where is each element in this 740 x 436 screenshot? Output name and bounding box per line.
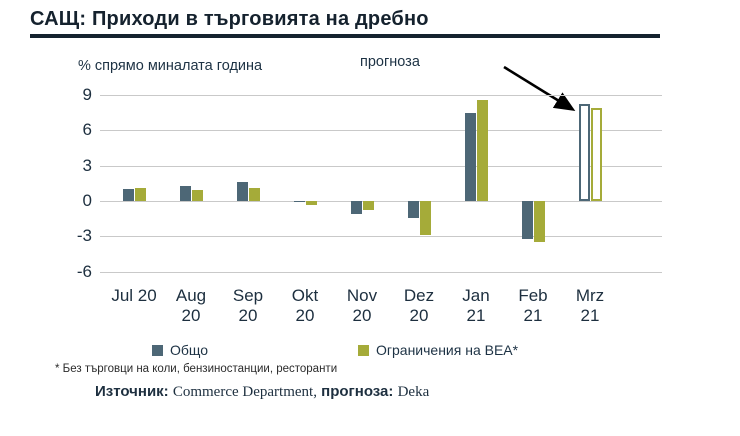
y-axis-tick-label: 6 [82,120,92,140]
bar-total [236,182,248,201]
legend-swatch-bea [358,344,369,356]
legend-label-bea: Ограничения на BEA* [376,342,519,358]
x-axis-category-label: Sep 20 [232,286,264,326]
source-forecast-value: Deka [397,384,430,400]
x-axis-category-label: Aug 20 [175,286,207,326]
bar-total [407,201,419,218]
footnote: * Без търговци на коли, бензиностанции, … [55,363,338,375]
x-axis-category-label: Jan 21 [462,286,490,326]
title-underline [30,34,660,38]
bar-total [521,201,533,239]
y-axis-tick-label: 0 [82,191,92,210]
bar-bea [191,190,203,201]
bar-total [350,201,362,214]
gridline [100,165,662,167]
bar-bea [305,201,317,205]
source-value: Commerce Department, [172,384,317,400]
source-label: Източник: [95,383,169,400]
x-axis-category-label: Jul 20 [111,286,157,305]
bar-total [464,112,476,201]
source-forecast-label: прогноза: [321,383,394,400]
forecast-arrow-icon [503,65,576,112]
bar-total [122,189,134,201]
bar-total [293,201,305,203]
forecast-annotation: прогноза [360,54,420,70]
x-axis-category-label: Dez 20 [403,286,435,326]
legend-item-bea: Ограничения на BEA* [358,342,518,358]
gridline [100,271,662,273]
bar-bea [419,201,431,236]
source-line: Източник: Commerce Department, прогноза:… [95,383,429,401]
y-axis-tick-label: 9 [82,84,92,104]
bar-total [578,104,590,201]
y-axis-tick-label: 3 [82,155,92,175]
bar-bea [476,99,488,201]
bar-total [179,185,191,201]
bar-bea [248,188,260,201]
bar-bea [362,201,374,211]
x-axis-category-label: Mrz 21 [575,286,605,326]
bar-bea [533,201,545,243]
x-axis-category-label: Nov 20 [346,286,378,326]
legend-swatch-total [152,344,163,356]
y-axis-note: % спрямо миналата година [78,58,263,74]
bar-bea [590,107,602,201]
x-axis-category-label: Feb 21 [518,286,548,326]
legend-label-total: Общо [170,342,209,358]
y-axis-tick-label: -3 [76,226,92,246]
x-axis-category-label: Okt 20 [291,286,319,326]
gridline [100,236,662,238]
legend-item-total: Общо [152,342,208,358]
gridline [100,94,662,96]
y-axis-tick-label: -6 [76,261,92,281]
gridline [100,201,662,202]
gridline [100,130,662,132]
bar-bea [134,188,146,201]
page-title: САЩ: Приходи в търговията на дребно [30,8,429,30]
